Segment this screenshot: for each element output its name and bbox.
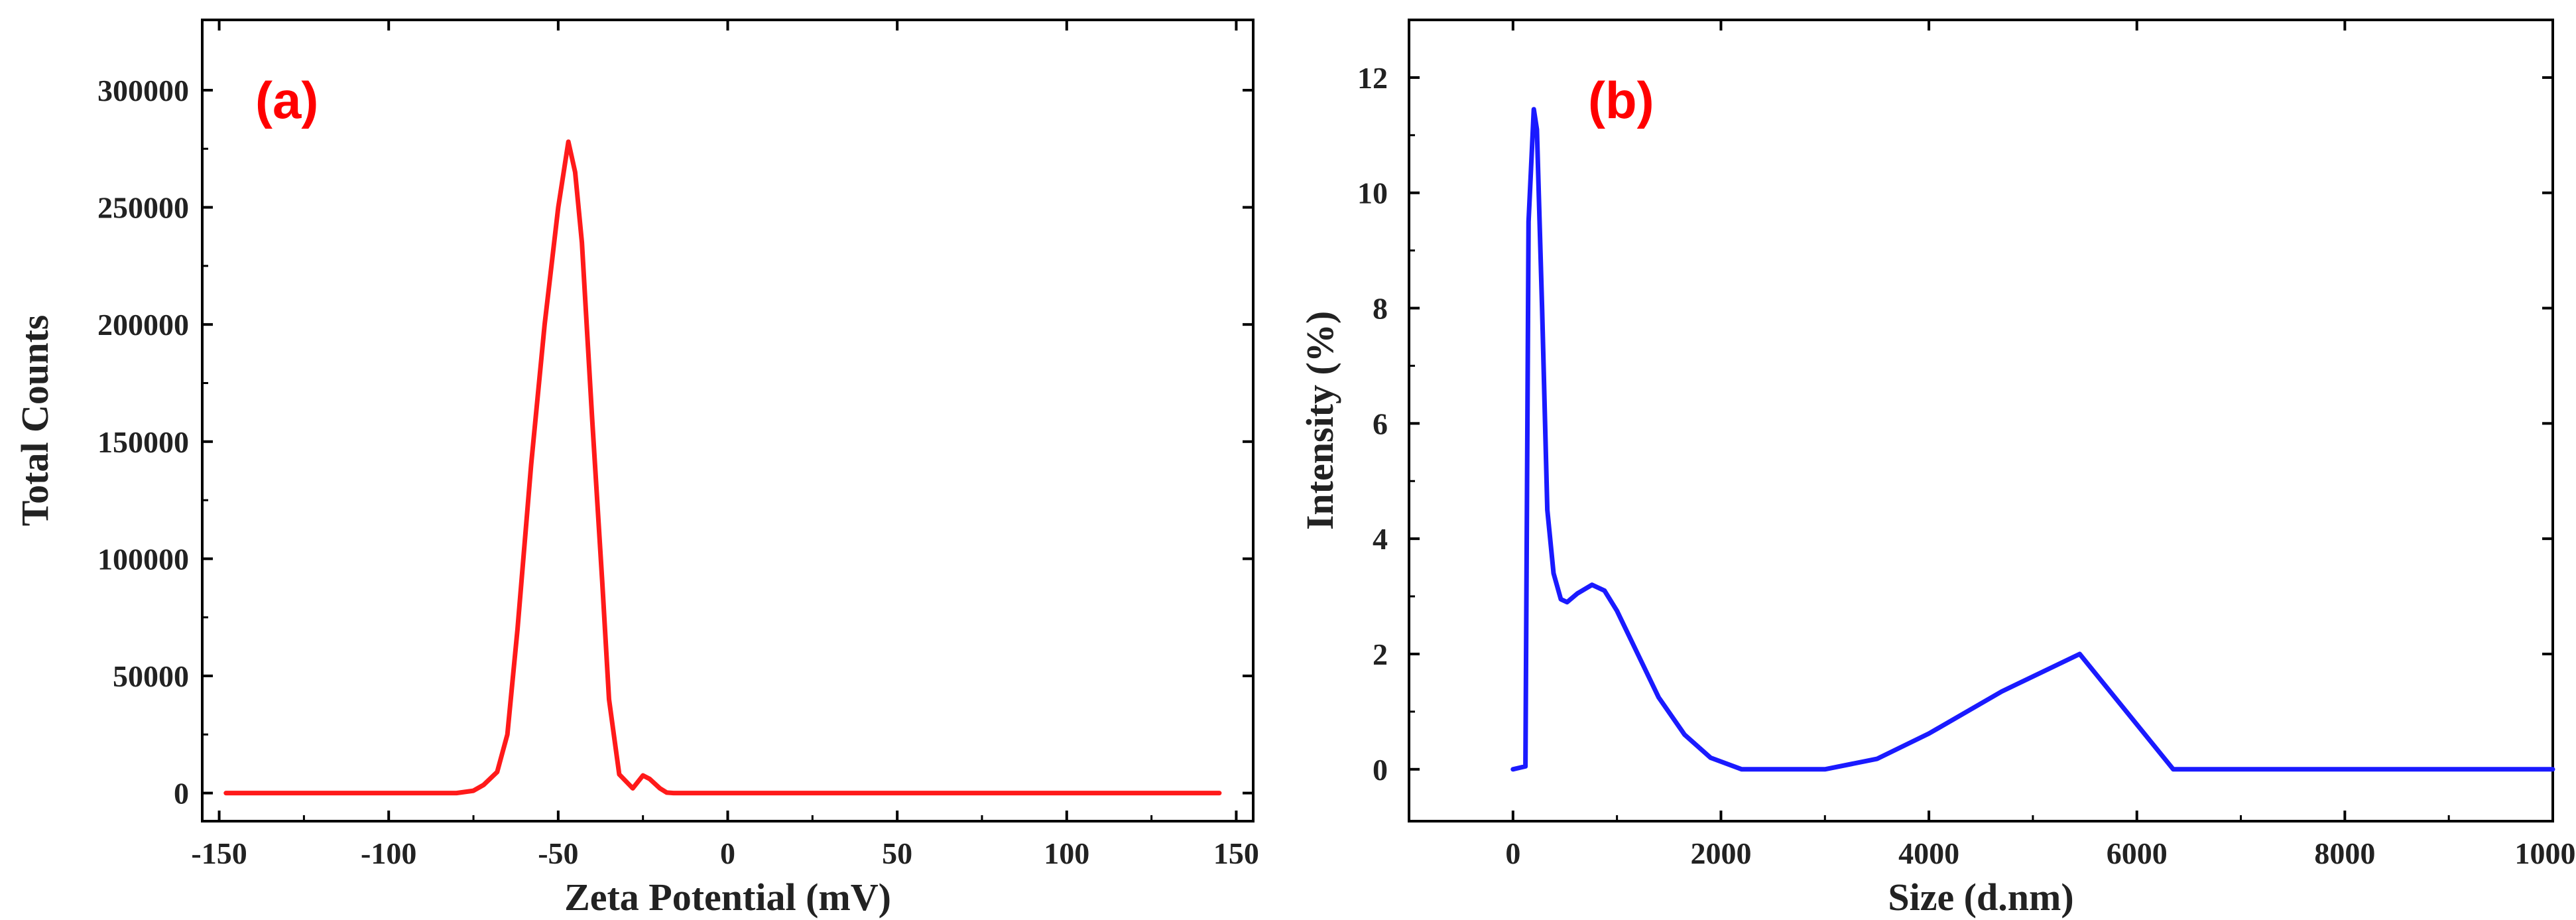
x-tick-label: 100 — [1044, 836, 1089, 870]
y-tick-label: 12 — [1357, 61, 1388, 95]
y-tick-label: 10 — [1357, 176, 1388, 210]
y-axis-title: Total Counts — [13, 315, 56, 527]
x-tick-label: 4000 — [1898, 836, 1959, 870]
panel-label: (b) — [1588, 71, 1654, 129]
y-tick-label: 200000 — [97, 308, 189, 342]
panel-label: (a) — [255, 71, 318, 129]
y-axis-title: Intensity (%) — [1298, 311, 1341, 530]
x-tick-label: 50 — [882, 836, 912, 870]
chart-panel-b: 0 2000 4000 6000 8000 10000 0 2 4 6 8 10 12 Size (d.n… — [1298, 19, 2576, 919]
x-tick-label: 8000 — [2314, 836, 2375, 870]
x-tick-label: -150 — [191, 836, 247, 870]
plot-frame — [1408, 19, 2554, 822]
y-tick-label: 6 — [1373, 407, 1388, 440]
chart-panel-a: -150 -100 -50 0 50 100 150 0 50000 100000 150000 20… — [13, 19, 1259, 919]
series-line-size-distribution — [1510, 107, 2555, 772]
x-tick-label: -50 — [538, 836, 578, 870]
x-tick-label: 0 — [720, 836, 735, 870]
x-axis-title: Zeta Potential (mV) — [564, 876, 891, 919]
x-tick-label: 0 — [1505, 836, 1520, 870]
y-tick-label: 4 — [1373, 522, 1388, 556]
y-tick-label: 100000 — [97, 542, 189, 576]
x-axis-title: Size (d.nm) — [1888, 876, 2073, 919]
y-tick-label: 2 — [1373, 637, 1388, 671]
y-tick-label: 50000 — [113, 659, 189, 693]
y-tick-label: 250000 — [97, 191, 189, 225]
x-tick-label: 10000 — [2515, 836, 2576, 870]
y-tick-label: 0 — [174, 777, 189, 811]
x-tick-label: 150 — [1213, 836, 1259, 870]
x-tick-label: 6000 — [2107, 836, 2168, 870]
series-line-zeta-potential — [223, 139, 1222, 796]
y-tick-label: 300000 — [97, 74, 189, 107]
x-tick-label: 2000 — [1690, 836, 1751, 870]
y-tick-label: 0 — [1373, 753, 1388, 787]
plot-frame — [201, 19, 1255, 822]
y-tick-label: 150000 — [97, 425, 189, 459]
y-tick-label: 8 — [1373, 292, 1388, 326]
x-tick-label: -100 — [361, 836, 416, 870]
